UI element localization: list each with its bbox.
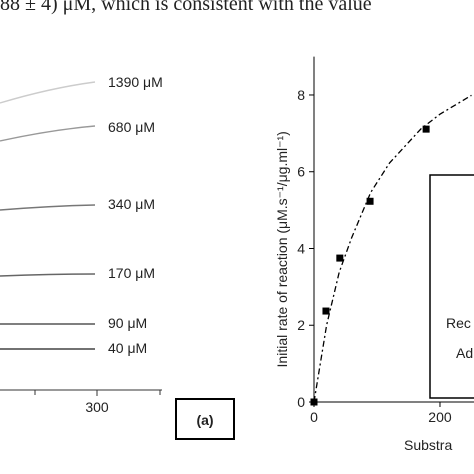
curve-label: 1390 μM [108,74,163,90]
curve [0,81,96,104]
caption: 88 ± 4) μM, which is consistent with the… [0,0,372,15]
data-point [322,307,330,315]
curve-label: 90 μM [108,315,147,331]
panel-tag: (a) [196,412,213,428]
legend-text: Rec [446,315,471,331]
x-tick-label: 0 [310,409,318,425]
curve-label: 340 μM [108,196,155,212]
legend-text: Ad [456,345,473,361]
curve [0,273,96,277]
x-axis-label: Substra [404,437,452,453]
y-tick-label: 2 [297,317,305,333]
panel-tag-box [175,398,235,440]
x-tick-label: 200 [428,409,452,425]
y-tick-label: 8 [297,87,305,103]
data-point [336,254,344,262]
curve-label: 170 μM [108,265,155,281]
legend-box [429,174,474,399]
y-tick-label: 4 [297,240,305,256]
y-tick-label: 0 [297,394,305,410]
data-point [366,197,374,205]
curves [0,81,96,350]
curve [0,204,96,211]
curve-label: 680 μM [108,119,155,135]
data-point [310,398,318,406]
curve-label: 40 μM [108,340,147,356]
data-point [422,125,430,133]
y-tick-label: 6 [297,164,305,180]
x-tick-label: 300 [85,399,109,415]
curve [0,125,96,142]
y-axis-label: Initial rate of reaction (μM.s⁻¹/μg.ml⁻¹… [274,131,290,367]
